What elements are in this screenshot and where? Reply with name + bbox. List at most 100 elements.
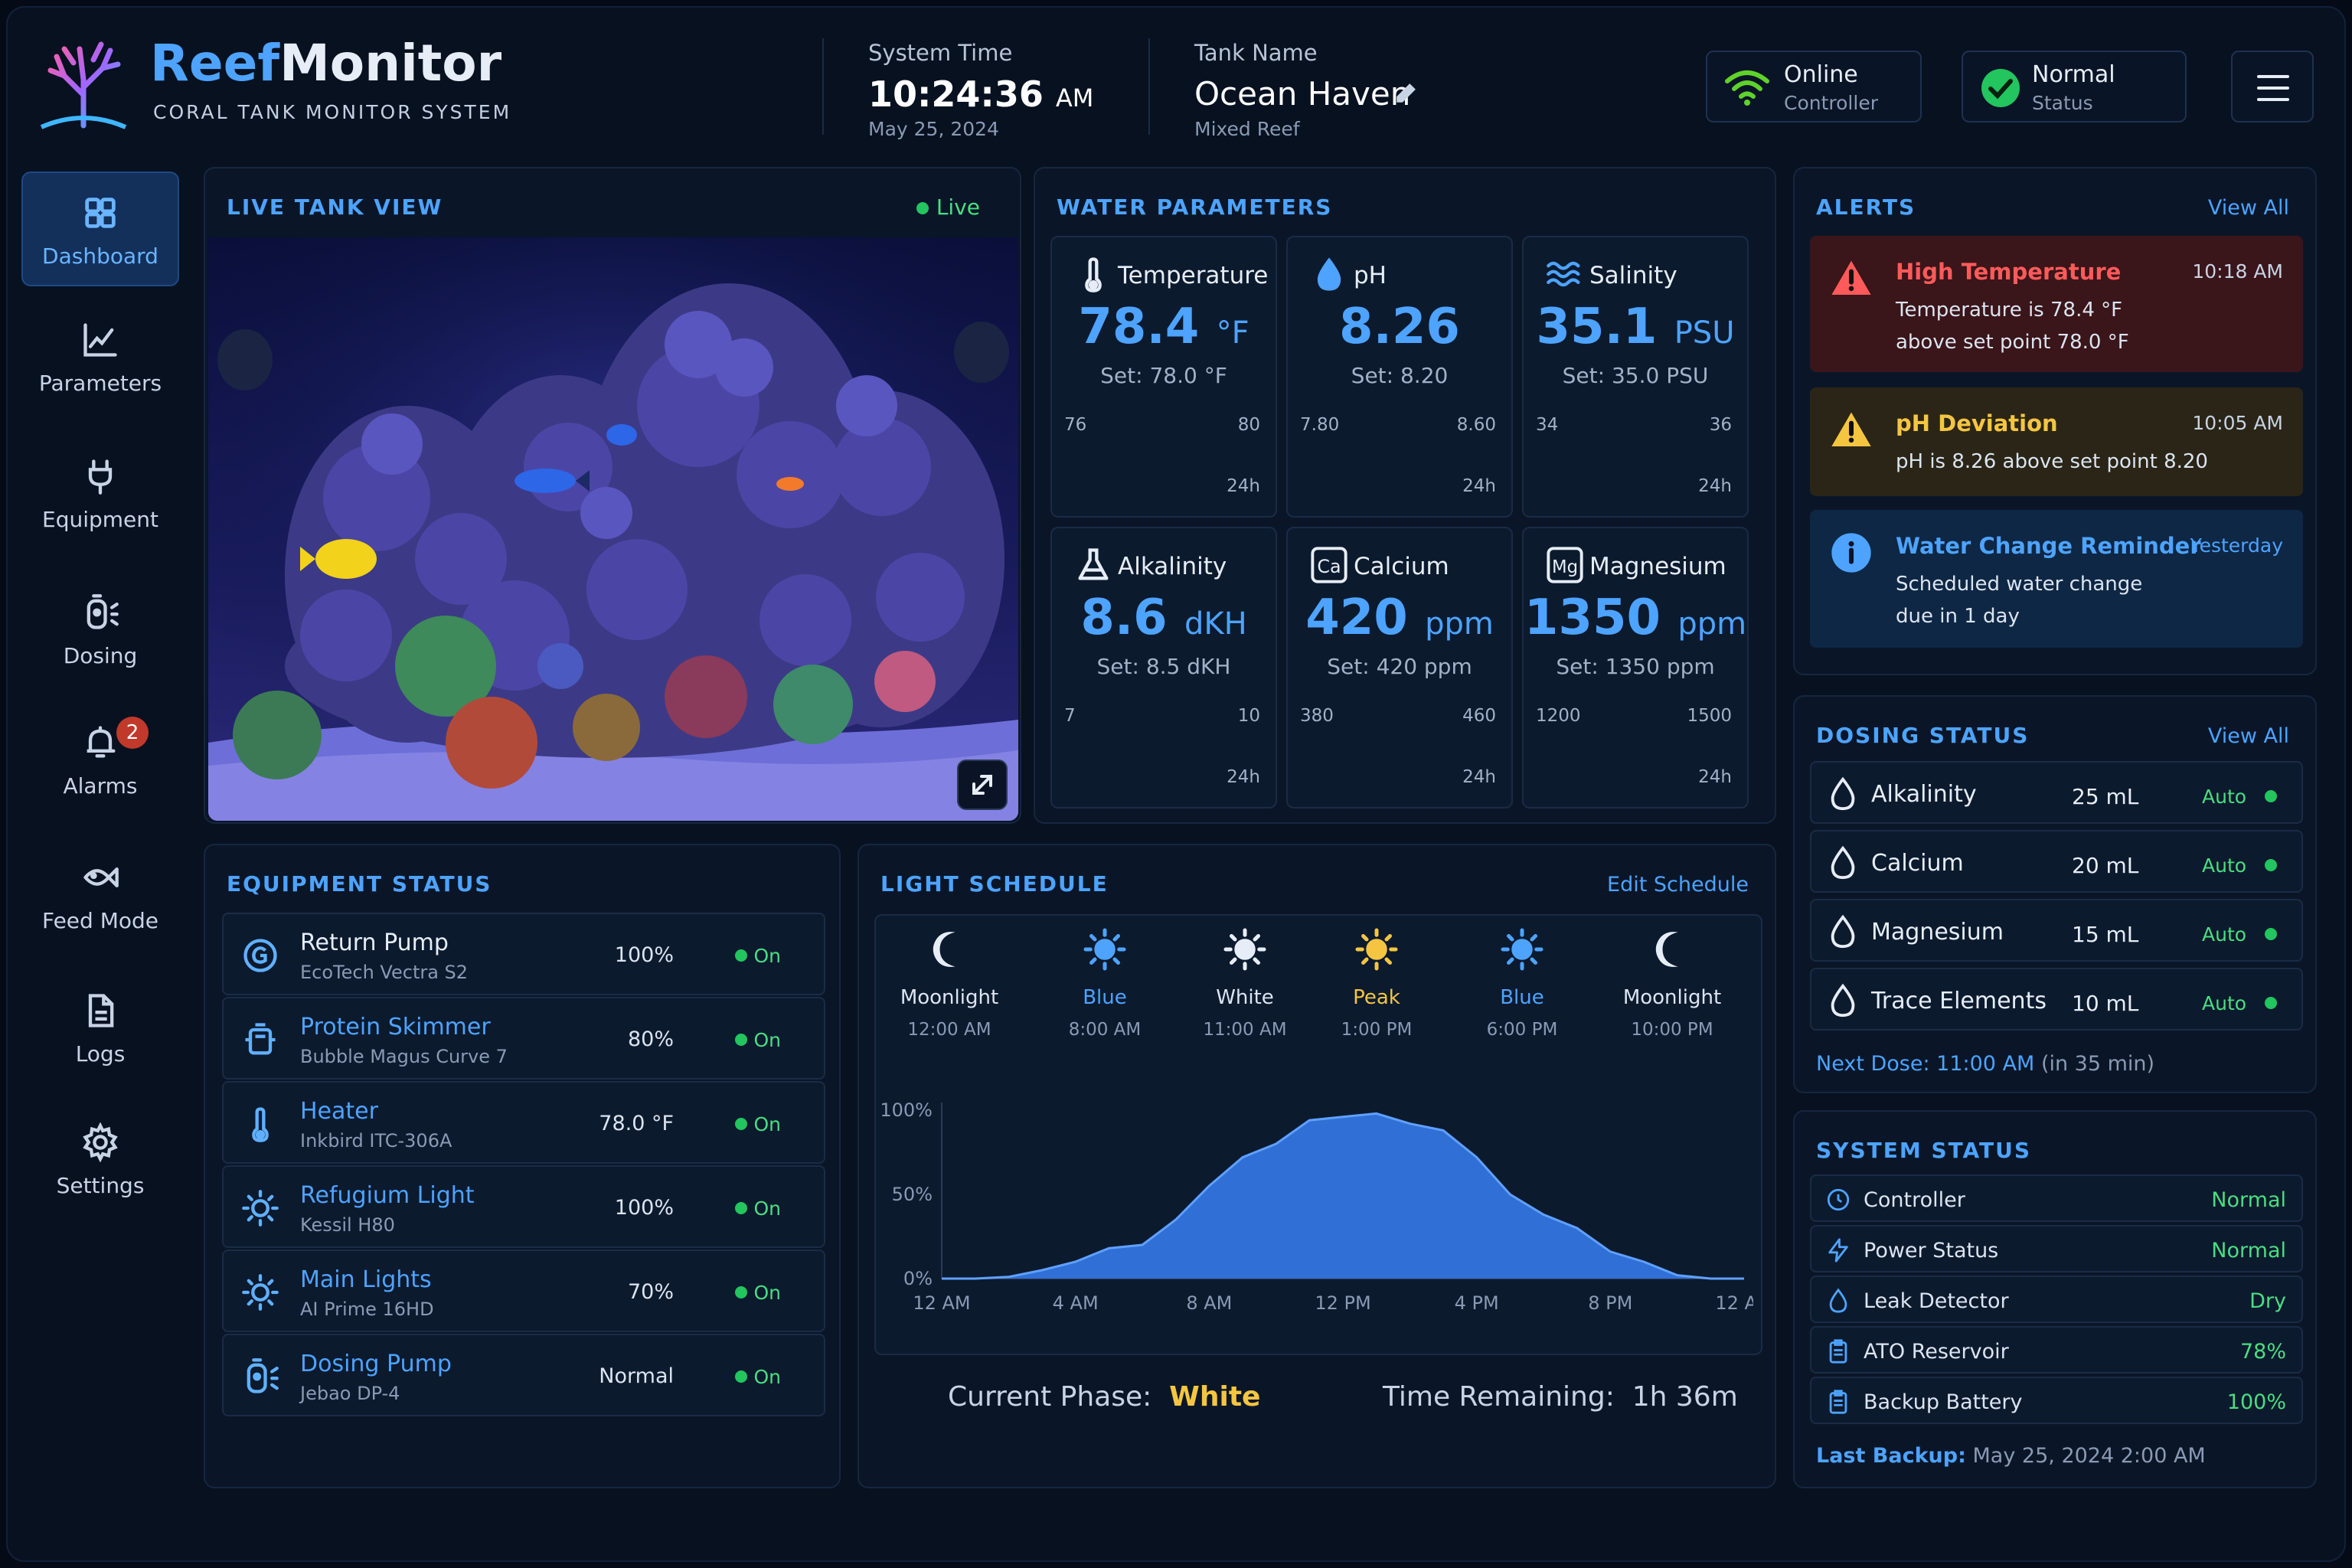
clipboard-icon bbox=[1825, 1389, 1851, 1418]
param-card-calcium[interactable]: Ca Calcium 420 ppm Set: 420 ppm 380 460 24h bbox=[1286, 527, 1513, 808]
system-time-label: System Time bbox=[868, 40, 1013, 66]
trend-max-label: 36 bbox=[1709, 415, 1732, 435]
y-tick-label: 100% bbox=[880, 1099, 933, 1121]
alert-item[interactable]: High Temperature 10:18 AM Temperature is 7… bbox=[1810, 236, 2303, 372]
nav-label: Equipment bbox=[42, 507, 158, 532]
water-parameters-card: WATER PARAMETERS Temperature 78.4 °F Set: … bbox=[1034, 167, 1776, 824]
system-row-controller[interactable]: Controller Normal bbox=[1810, 1174, 2303, 1222]
nav-alarms[interactable]: Alarms 2 bbox=[21, 709, 179, 816]
dosing-view-all-link[interactable]: View All bbox=[2207, 724, 2289, 748]
param-setpoint: Set: 35.0 PSU bbox=[1562, 363, 1709, 388]
equipment-value: 80% bbox=[627, 1027, 674, 1051]
nav-settings[interactable]: Settings bbox=[21, 1109, 179, 1208]
light-phase-5[interactable]: Moonlight 10:00 PM bbox=[1611, 926, 1733, 1040]
controller-online-pill[interactable]: Online Controller bbox=[1706, 51, 1922, 122]
system-row-power-status[interactable]: Power Status Normal bbox=[1810, 1225, 2303, 1272]
warning-icon bbox=[1830, 257, 1873, 303]
equipment-row-main-lights[interactable]: Main Lights AI Prime 16HD 70% On bbox=[222, 1250, 825, 1332]
dosing-row-trace-elements[interactable]: Trace Elements 10 mL Auto bbox=[1810, 968, 2303, 1031]
light-phase-4[interactable]: Blue 6:00 PM bbox=[1461, 926, 1583, 1040]
param-card-temperature[interactable]: Temperature 78.4 °F Set: 78.0 °F 76 80 24h bbox=[1050, 236, 1277, 518]
alert-item[interactable]: pH Deviation 10:05 AM pH is 8.26 above set… bbox=[1810, 387, 2303, 496]
trend-period-label: 24h bbox=[1227, 767, 1260, 787]
nav-dosing[interactable]: Dosing bbox=[21, 579, 179, 678]
gear-icon bbox=[80, 1122, 120, 1165]
system-status-pill[interactable]: Normal Status bbox=[1962, 51, 2187, 122]
system-row-backup-battery[interactable]: Backup Battery 100% bbox=[1810, 1377, 2303, 1424]
brand-subtitle: CORAL TANK MONITOR SYSTEM bbox=[153, 101, 512, 123]
equipment-row-return-pump[interactable]: Return Pump EcoTech Vectra S2 100% On bbox=[222, 913, 825, 995]
alert-message: pH is 8.26 above set point 8.20 bbox=[1896, 450, 2208, 473]
equipment-model: Bubble Magus Curve 7 bbox=[300, 1046, 508, 1067]
alerts-view-all-link[interactable]: View All bbox=[2207, 196, 2289, 220]
trend-min-label: 76 bbox=[1064, 415, 1087, 435]
sun-icon bbox=[240, 1272, 280, 1315]
equipment-state: On bbox=[753, 945, 781, 967]
param-card-magnesium[interactable]: Mg Magnesium 1350 ppm Set: 1350 ppm 1200 1500… bbox=[1522, 527, 1749, 808]
param-card-salinity[interactable]: Salinity 35.1 PSU Set: 35.0 PSU 34 36 24h bbox=[1522, 236, 1749, 518]
header-divider bbox=[1148, 38, 1150, 135]
tank-name: Ocean Haven bbox=[1194, 75, 1411, 113]
param-card-ph[interactable]: pH 8.26 Set: 8.20 7.80 8.60 24h bbox=[1286, 236, 1513, 518]
param-card-alkalinity[interactable]: Alkalinity 8.6 dKH Set: 8.5 dKH 7 10 24h bbox=[1050, 527, 1277, 808]
pump-icon bbox=[240, 936, 280, 978]
skimmer-icon bbox=[240, 1020, 280, 1063]
aquarium-image-icon bbox=[208, 237, 1018, 821]
trend-period-label: 24h bbox=[1698, 476, 1732, 496]
equipment-model: EcoTech Vectra S2 bbox=[300, 962, 469, 983]
system-status-card: SYSTEM STATUS Controller Normal Power Stat… bbox=[1793, 1110, 2317, 1488]
system-row-leak-detector[interactable]: Leak Detector Dry bbox=[1810, 1276, 2303, 1323]
nav-parameters[interactable]: Parameters bbox=[21, 306, 179, 406]
menu-button[interactable] bbox=[2231, 51, 2314, 122]
light-phase-3[interactable]: Peak 1:00 PM bbox=[1315, 926, 1438, 1040]
bell-icon bbox=[80, 723, 120, 766]
equipment-name: Refugium Light bbox=[300, 1182, 475, 1209]
equipment-row-heater[interactable]: Heater Inkbird ITC-306A 78.0 °F On bbox=[222, 1081, 825, 1164]
expand-button[interactable] bbox=[957, 760, 1008, 810]
equipment-row-refugium-light[interactable]: Refugium Light Kessil H80 100% On bbox=[222, 1165, 825, 1248]
tank-name-label: Tank Name bbox=[1194, 40, 1318, 66]
nav-equipment[interactable]: Equipment bbox=[21, 443, 179, 542]
dosing-row-magnesium[interactable]: Magnesium 15 mL Auto bbox=[1810, 899, 2303, 962]
tank-video-feed[interactable] bbox=[208, 237, 1018, 821]
alert-time: 10:18 AM bbox=[2192, 260, 2283, 283]
status-subtitle: Status bbox=[2032, 92, 2093, 114]
equipment-state: On bbox=[753, 1029, 781, 1051]
param-value: 8.26 bbox=[1339, 299, 1460, 355]
y-tick-label: 0% bbox=[903, 1268, 933, 1289]
current-phase-value: White bbox=[1169, 1381, 1261, 1413]
dosing-row-calcium[interactable]: Calcium 20 mL Auto bbox=[1810, 830, 2303, 893]
nav-logs[interactable]: Logs bbox=[21, 977, 179, 1076]
phase-time: 11:00 AM bbox=[1203, 1020, 1287, 1040]
equipment-value: 100% bbox=[614, 943, 674, 967]
trend-max-label: 10 bbox=[1237, 706, 1260, 726]
document-icon bbox=[80, 991, 120, 1034]
live-indicator: Live bbox=[916, 194, 980, 220]
system-row-ato-reservoir[interactable]: ATO Reservoir 78% bbox=[1810, 1326, 2303, 1374]
dosing-row-alkalinity[interactable]: Alkalinity 25 mL Auto bbox=[1810, 761, 2303, 824]
droplet-icon bbox=[1309, 254, 1349, 297]
equipment-model: Inkbird ITC-306A bbox=[300, 1130, 452, 1152]
param-value: 1350 ppm bbox=[1524, 590, 1747, 646]
equipment-state: On bbox=[753, 1366, 781, 1388]
system-item-name: Backup Battery bbox=[1864, 1390, 2023, 1414]
light-phase-1[interactable]: Blue 8:00 AM bbox=[1044, 926, 1166, 1040]
equipment-row-dosing-pump[interactable]: Dosing Pump Jebao DP-4 Normal On bbox=[222, 1334, 825, 1416]
nav-feed-mode[interactable]: Feed Mode bbox=[21, 844, 179, 943]
droplet-icon bbox=[1825, 983, 1860, 1021]
edit-pencil-icon[interactable] bbox=[1393, 80, 1419, 106]
nav-dashboard[interactable]: Dashboard bbox=[21, 172, 179, 286]
equipment-row-protein-skimmer[interactable]: Protein Skimmer Bubble Magus Curve 7 80% On bbox=[222, 997, 825, 1080]
light-phase-2[interactable]: White 11:00 AM bbox=[1184, 926, 1306, 1040]
x-tick-label: 12 AM bbox=[913, 1292, 970, 1314]
warning-icon bbox=[1830, 409, 1873, 455]
trend-period-label: 24h bbox=[1462, 476, 1496, 496]
x-tick-label: 8 AM bbox=[1186, 1292, 1232, 1314]
light-phase-0[interactable]: Moonlight 12:00 AM bbox=[888, 926, 1011, 1040]
equipment-state: On bbox=[753, 1282, 781, 1304]
alert-item[interactable]: Water Change Reminder Yesterday Scheduled … bbox=[1810, 510, 2303, 648]
equipment-state: On bbox=[753, 1197, 781, 1220]
param-name: Alkalinity bbox=[1118, 553, 1227, 580]
x-tick-label: 12 AM bbox=[1715, 1292, 1753, 1314]
edit-schedule-link[interactable]: Edit Schedule bbox=[1607, 873, 1749, 897]
